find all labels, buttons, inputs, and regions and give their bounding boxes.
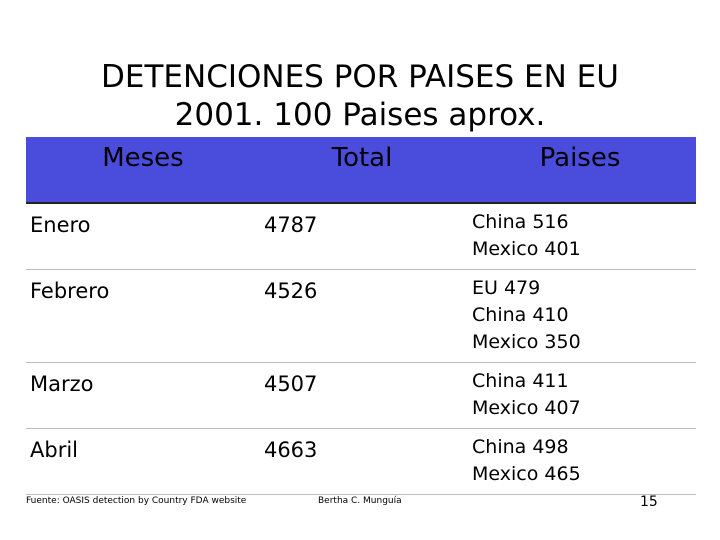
page-number: 15 bbox=[640, 494, 658, 510]
cell-paises: China 411 Mexico 407 bbox=[464, 362, 696, 429]
pais-entry: China 516 bbox=[472, 211, 569, 233]
pais-entry: Mexico 407 bbox=[472, 397, 581, 419]
cell-mes: Enero bbox=[26, 203, 260, 270]
pais-entry: China 410 bbox=[472, 304, 569, 326]
title-line-1: DETENCIONES POR PAISES EN EU bbox=[101, 59, 619, 95]
cell-total: 4526 bbox=[259, 269, 465, 363]
cell-mes: Marzo bbox=[26, 362, 260, 429]
pais-entry: Mexico 350 bbox=[472, 331, 581, 353]
header-total: Total bbox=[331, 143, 393, 173]
table-row: Marzo 4507 China 411 Mexico 407 bbox=[26, 362, 696, 429]
slide-title: DETENCIONES POR PAISES EN EU 2001. 100 P… bbox=[0, 58, 720, 134]
table-row: Enero 4787 China 516 Mexico 401 bbox=[26, 203, 696, 270]
cell-total: 4507 bbox=[259, 362, 465, 429]
header-paises: Paises bbox=[539, 143, 621, 173]
detentions-table: Meses Total Paises Enero 4787 China 516 … bbox=[26, 137, 696, 495]
cell-mes: Abril bbox=[26, 428, 260, 495]
cell-mes: Febrero bbox=[26, 269, 260, 363]
cell-paises: China 498 Mexico 465 bbox=[464, 428, 696, 495]
header-meses: Meses bbox=[102, 143, 184, 173]
table-row: Febrero 4526 EU 479 China 410 Mexico 350 bbox=[26, 269, 696, 363]
footer-source: Fuente: OASIS detection by Country FDA w… bbox=[26, 496, 247, 506]
cell-paises: China 516 Mexico 401 bbox=[464, 203, 696, 270]
cell-total: 4787 bbox=[259, 203, 465, 270]
cell-total: 4663 bbox=[259, 428, 465, 495]
pais-entry: Mexico 401 bbox=[472, 238, 581, 260]
footer-author: Bertha C. Munguía bbox=[318, 496, 402, 506]
pais-entry: Mexico 465 bbox=[472, 463, 581, 485]
title-line-2: 2001. 100 Paises aprox. bbox=[174, 97, 546, 133]
table-header-row: Meses Total Paises bbox=[26, 137, 696, 203]
pais-entry: EU 479 bbox=[472, 277, 541, 299]
cell-paises: EU 479 China 410 Mexico 350 bbox=[464, 269, 696, 363]
pais-entry: China 498 bbox=[472, 436, 569, 458]
table-row: Abril 4663 China 498 Mexico 465 bbox=[26, 428, 696, 495]
pais-entry: China 411 bbox=[472, 370, 569, 392]
